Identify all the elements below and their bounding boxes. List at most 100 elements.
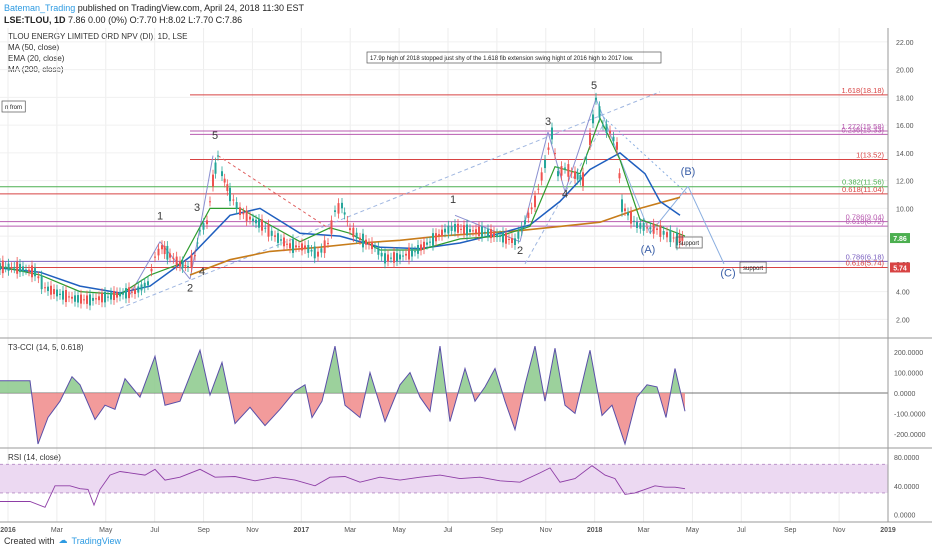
- candle-body: [371, 241, 373, 250]
- candle-body: [134, 289, 136, 294]
- cci-tick-label: -100.0000: [894, 411, 926, 418]
- x-tick-label: 2017: [294, 527, 310, 534]
- fib-level-label: 0.236(15.33): [841, 125, 884, 134]
- wave-label: 3: [545, 116, 551, 128]
- candle-body: [633, 220, 635, 222]
- candle-body: [676, 232, 678, 246]
- candle-body: [92, 297, 94, 301]
- candle-body: [534, 195, 536, 208]
- symbol-label: LSE:TLOU, 1D: [4, 15, 66, 25]
- candle-body: [598, 106, 601, 118]
- x-tick-label: Nov: [540, 527, 553, 534]
- cci-area: [345, 393, 360, 418]
- candle-body: [166, 245, 169, 260]
- candle-body: [16, 261, 19, 274]
- candle-body: [544, 159, 546, 169]
- candle-body: [239, 207, 241, 215]
- candle-body: [274, 235, 276, 237]
- cci-area: [312, 393, 322, 418]
- candle-body: [457, 223, 459, 233]
- legend-title: TLOU ENERGY LIMITED ORD NPV (DI), 1D, LS…: [8, 32, 188, 41]
- cci-area: [525, 346, 535, 393]
- y-tick-label: 20.00: [896, 68, 914, 75]
- candle-body: [652, 223, 655, 234]
- wave-label: 1: [450, 194, 456, 206]
- candle-body: [101, 293, 103, 303]
- y-tick-label: 22.00: [896, 40, 914, 47]
- candle-body: [426, 242, 428, 245]
- candle-body: [280, 239, 282, 241]
- candle-body: [175, 256, 178, 266]
- candle-body: [666, 232, 668, 238]
- candle-body: [530, 207, 533, 210]
- rsi-band: [0, 464, 888, 493]
- candle-body: [286, 243, 288, 245]
- author-link[interactable]: Bateman_Trading: [4, 3, 76, 13]
- wave-label: 2: [187, 283, 193, 295]
- cci-area: [95, 393, 105, 420]
- candle-body: [469, 229, 471, 233]
- tradingview-link[interactable]: TradingView: [71, 535, 122, 546]
- x-tick-label: Jul: [737, 527, 746, 534]
- candle-body: [649, 227, 652, 230]
- candle-body: [346, 220, 349, 222]
- candle-body: [255, 219, 257, 224]
- candle-body: [642, 222, 645, 231]
- candle-body: [496, 233, 498, 238]
- candle-body: [19, 263, 21, 273]
- candle-body: [627, 212, 629, 216]
- cci-area: [420, 393, 430, 412]
- candle-body: [249, 216, 251, 220]
- candle-body: [359, 237, 361, 241]
- candle-body: [98, 296, 100, 301]
- candle-body: [119, 292, 121, 297]
- candle-body: [172, 257, 175, 259]
- rsi-tick-label: 40.0000: [894, 484, 919, 491]
- candle-body: [301, 243, 303, 251]
- publish-info: Bateman_Trading published on TradingView…: [4, 3, 304, 13]
- candle-body: [232, 199, 235, 201]
- y-tick-label: 12.00: [896, 179, 914, 186]
- candle-body: [330, 220, 333, 234]
- support-label-2-box: [739, 261, 767, 274]
- candle-body: [589, 132, 591, 146]
- candle-body: [487, 229, 489, 237]
- candle-body: [122, 292, 124, 295]
- candle-body: [450, 226, 453, 231]
- candle-body: [261, 219, 263, 231]
- candle-body: [104, 291, 106, 303]
- wave-label: (C): [720, 267, 735, 279]
- cci-area: [72, 376, 80, 393]
- cci-area: [485, 368, 495, 393]
- candle-body: [432, 233, 434, 246]
- candle-body: [310, 249, 313, 252]
- candle-body: [390, 257, 392, 259]
- candle-body: [196, 242, 199, 244]
- candle-body: [475, 229, 477, 234]
- fib-level-label: 1.618(18.18): [841, 86, 884, 95]
- candle-body: [466, 224, 468, 236]
- candle-body: [560, 166, 563, 176]
- cci-area: [602, 393, 612, 416]
- candle-body: [646, 227, 648, 229]
- candle-body: [417, 245, 419, 254]
- fib-price-tag-bg: [890, 262, 910, 273]
- candle-body: [616, 142, 618, 150]
- fib-level-label: 0.618(8.72): [846, 217, 885, 226]
- candle-body: [229, 187, 231, 202]
- candle-body: [298, 246, 300, 248]
- candle-body: [169, 253, 171, 258]
- candle-body: [399, 254, 401, 260]
- candle-body: [540, 172, 543, 181]
- wave-label: (A): [641, 244, 656, 256]
- candle-body: [554, 153, 556, 155]
- candle-body: [502, 231, 504, 243]
- fib-level-label: 0.618(5.74): [846, 258, 885, 267]
- wave-label: 1: [157, 210, 163, 222]
- x-tick-label: Sep: [197, 527, 210, 534]
- candle-body: [656, 228, 658, 230]
- x-tick-label: 2019: [880, 527, 896, 534]
- candle-body: [662, 231, 665, 235]
- cci-area: [48, 393, 60, 418]
- candle-body: [221, 171, 223, 177]
